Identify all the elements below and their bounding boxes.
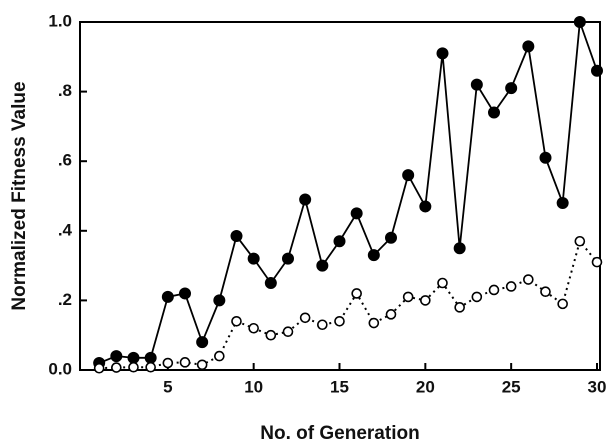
data-point [471,291,483,303]
data-point [248,322,259,334]
data-point [93,362,105,374]
data-point [316,259,329,272]
data-point [230,230,243,243]
x-axis-label: No. of Generation [260,423,419,444]
data-point [161,290,174,303]
data-point [145,361,156,373]
data-point [437,277,448,289]
data-point [556,196,569,209]
data-point [505,281,517,292]
data-point [505,82,518,95]
data-point [488,284,500,296]
data-point [111,362,122,373]
data-point [351,288,362,299]
data-point [196,359,208,371]
data-point [196,336,209,349]
data-point [385,309,397,320]
data-point [317,319,328,331]
x-tick-label: 30 [588,377,607,396]
y-axis-label: Normalized Fitness Value [9,81,30,310]
data-point [539,151,552,164]
data-point [144,351,157,364]
data-point [453,242,466,255]
data-point [470,78,483,91]
x-tick-label: 10 [244,377,263,396]
data-point [488,106,500,119]
y-tick-label: 1.0 [48,11,72,30]
data-point [179,357,191,368]
series-line [99,239,598,370]
data-point [299,312,311,324]
data-point [402,291,414,303]
y-tick-label: .6 [58,151,72,170]
data-point [265,329,277,341]
data-point [367,249,380,262]
data-point [179,287,191,300]
data-point [574,235,586,247]
data-point [264,277,277,289]
data-point [350,207,363,220]
data-point [419,200,432,213]
data-point [162,357,174,369]
data-point [128,361,139,373]
data-point [368,317,380,329]
y-tick-label: .2 [58,290,72,309]
x-tick-label: 5 [163,377,172,396]
data-point [522,40,535,53]
data-point [333,235,346,248]
data-point [454,302,465,313]
data-point [385,231,397,244]
data-point [573,16,586,28]
data-point [523,274,534,285]
data-point [540,286,551,298]
x-tick-label: 20 [416,377,435,396]
data-point [282,326,294,338]
y-tick-label: 0.0 [48,359,72,378]
data-point [247,252,260,265]
data-point [591,64,603,77]
data-point [214,350,225,362]
data-point [557,298,568,310]
x-tick-label: 25 [502,377,521,396]
y-tick-label: .8 [58,81,72,100]
y-tick-label: .4 [58,220,73,239]
data-point [591,256,603,268]
data-point [420,295,431,306]
data-point [213,294,226,307]
data-point [231,315,242,327]
series-line [98,21,598,364]
data-point [436,47,449,60]
x-tick-label: 15 [330,377,349,396]
data-point [334,315,345,327]
data-point [282,252,294,265]
data-point [110,350,123,363]
data-point [299,193,312,206]
data-point [402,169,415,182]
data-point [127,351,140,364]
